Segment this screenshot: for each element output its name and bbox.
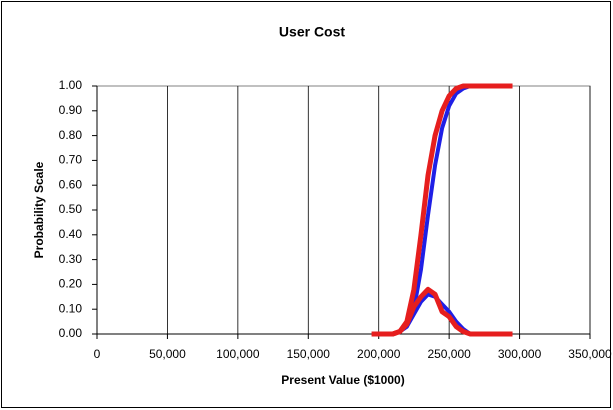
y-tick-label: 0.30	[59, 252, 83, 266]
y-tick-label: 0.10	[59, 301, 83, 315]
x-tick-label: 150,000	[287, 347, 331, 361]
y-tick-label: 0.50	[59, 202, 83, 216]
x-tick-label: 300,000	[498, 347, 542, 361]
x-tick-label: 350,000	[568, 347, 612, 361]
y-tick-label: 1.00	[59, 78, 83, 92]
x-tick-label: 250,000	[427, 347, 471, 361]
x-axis-title: Present Value ($1000)	[281, 373, 404, 387]
y-tick-label: 0.90	[59, 103, 83, 117]
y-tick-label: 0.70	[59, 153, 83, 167]
x-tick-label: 200,000	[357, 347, 401, 361]
x-tick-label: 0	[94, 347, 101, 361]
x-tick-label: 50,000	[149, 347, 186, 361]
y-tick-label: 0.60	[59, 177, 83, 191]
chart-title: User Cost	[279, 24, 345, 40]
y-tick-label: 0.00	[59, 326, 83, 340]
y-tick-label: 0.80	[59, 128, 83, 142]
series-line	[371, 286, 513, 337]
x-tick-label: 100,000	[216, 347, 260, 361]
plot-area	[96, 85, 591, 335]
y-tick-label: 0.20	[59, 277, 83, 291]
y-axis-title: Probability Scale	[32, 161, 46, 258]
y-tick-label: 0.40	[59, 227, 83, 241]
